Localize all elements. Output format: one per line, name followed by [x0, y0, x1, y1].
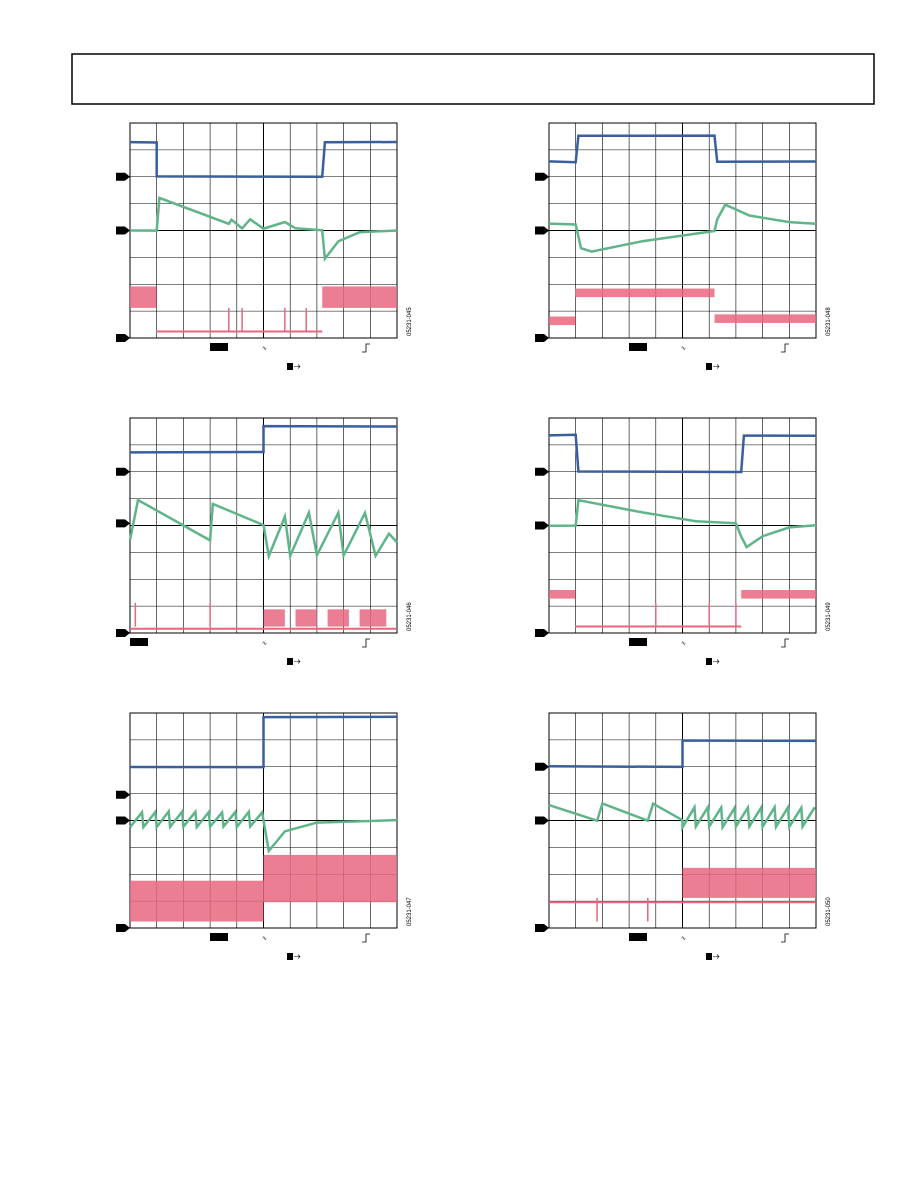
trigger-symbol [362, 343, 370, 353]
pink-trace-band [359, 609, 387, 627]
trigger-symbol [362, 933, 370, 943]
pink-trace-band [549, 316, 576, 326]
figure-id: 05231-045 [407, 307, 413, 336]
coupling-symbol: ∿ [262, 936, 267, 942]
channel-marker [535, 226, 549, 235]
scope-figure: ∿ 05231-046 [116, 417, 413, 665]
figure-id: 05231-046 [407, 602, 413, 631]
blue-trace [129, 424, 398, 454]
coupling-symbol: ∿ [262, 346, 267, 352]
channel-marker [116, 467, 130, 476]
scope-figure: ∿ 05231-045 [116, 122, 413, 370]
trigger-marker [287, 953, 293, 960]
trigger-marker [706, 658, 712, 665]
pink-trace-band [327, 609, 349, 627]
pink-trace-band [549, 590, 576, 599]
channel-marker [535, 924, 549, 932]
pink-trace-band [130, 286, 157, 308]
scale-label-box [210, 343, 228, 351]
trigger-symbol [781, 343, 789, 353]
coupling-symbol: ∿ [681, 641, 686, 647]
trigger-arrow [294, 364, 301, 369]
channel-marker [535, 467, 549, 476]
channel-marker [116, 172, 130, 181]
trigger-marker [706, 363, 712, 370]
channel-marker [535, 172, 549, 181]
blue-trace [548, 739, 817, 769]
channel-marker [535, 629, 549, 637]
pink-trace-band [714, 314, 816, 323]
pink-trace-band [682, 867, 816, 898]
figure-id: 05231-048 [826, 307, 832, 336]
scope-figure: ∿ 05231-047 [116, 712, 413, 960]
coupling-symbol: ∿ [262, 641, 267, 647]
scale-label-box [130, 638, 148, 646]
pink-trace-band [741, 590, 816, 599]
green-trace [548, 498, 817, 549]
figure-id: 05231-050 [826, 897, 832, 926]
trigger-marker [706, 953, 712, 960]
green-trace [129, 808, 398, 854]
scope-figure: ∿ 05231-048 [535, 122, 832, 370]
figure-id: 05231-049 [826, 602, 832, 631]
channel-marker [116, 790, 130, 799]
channel-marker [535, 762, 549, 771]
trigger-symbol [781, 933, 789, 943]
trigger-arrow [713, 954, 720, 959]
pink-trace-band [575, 288, 715, 298]
trigger-arrow [713, 659, 720, 664]
pink-trace-band [263, 854, 397, 903]
scale-label-box [629, 343, 647, 351]
scale-label-box [210, 933, 228, 941]
pink-trace-band [295, 609, 317, 627]
header-box [71, 53, 875, 105]
blue-trace [548, 433, 817, 474]
scale-label-box [629, 933, 647, 941]
channel-marker [116, 924, 130, 932]
channel-marker [535, 521, 549, 530]
green-trace [128, 498, 398, 561]
channel-marker [116, 334, 130, 342]
figure-id: 05231-047 [407, 897, 413, 926]
pink-trace-band [130, 880, 264, 922]
channel-marker [535, 334, 549, 342]
trigger-arrow [713, 364, 720, 369]
blue-trace [548, 134, 817, 164]
channel-marker [116, 519, 130, 528]
green-trace [129, 196, 398, 262]
channel-marker [116, 629, 130, 637]
coupling-symbol: ∿ [681, 346, 686, 352]
blue-trace [129, 715, 398, 769]
pink-trace-band [263, 609, 285, 627]
channel-marker [535, 816, 549, 825]
pink-trace-band [322, 286, 397, 308]
channel-marker [116, 816, 130, 825]
trigger-symbol [781, 638, 789, 648]
green-trace [548, 801, 816, 832]
scope-figure: ∿ 05231-049 [535, 417, 832, 665]
scope-figure: ∿ 05231-050 [535, 712, 832, 960]
trigger-symbol [362, 638, 370, 648]
scale-label-box [629, 638, 647, 646]
channel-marker [116, 226, 130, 235]
coupling-symbol: ∿ [681, 936, 686, 942]
green-trace [548, 202, 817, 253]
trigger-arrow [294, 659, 301, 664]
blue-trace [129, 140, 398, 179]
trigger-arrow [294, 954, 301, 959]
trigger-marker [287, 363, 293, 370]
trigger-marker [287, 658, 293, 665]
